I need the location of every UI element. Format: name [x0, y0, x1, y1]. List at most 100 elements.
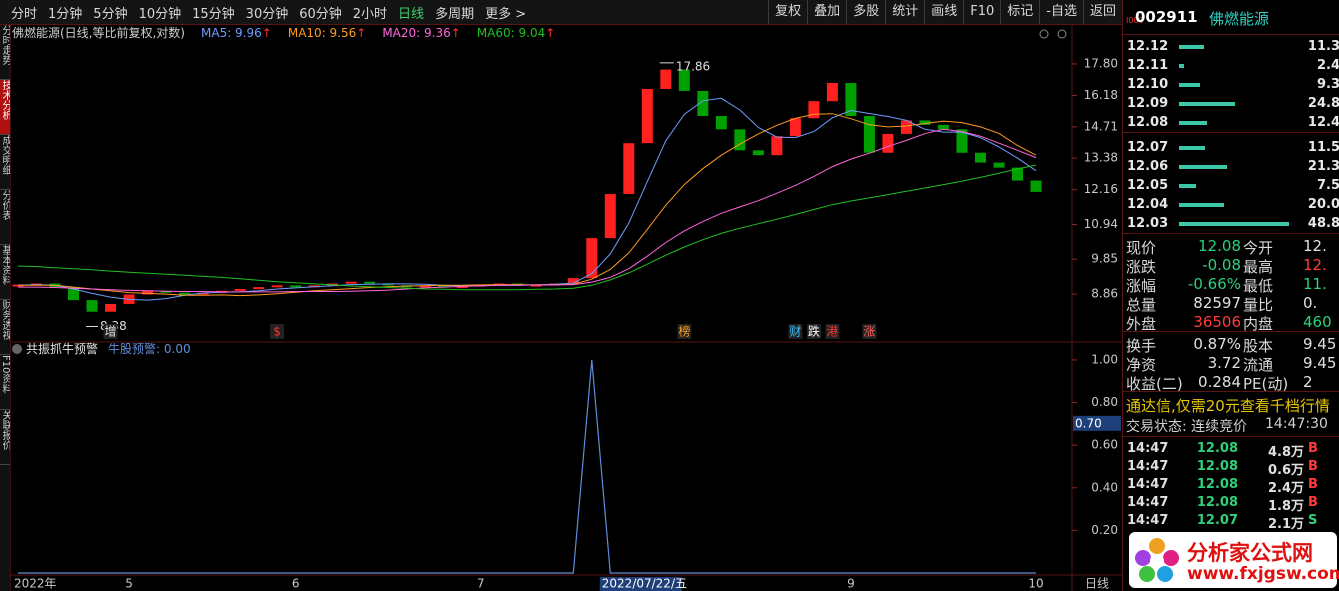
legend-name: MA10 [288, 26, 322, 40]
tool-button[interactable]: F10 [963, 0, 1000, 24]
side-tab[interactable]: 关联报价 [0, 410, 10, 465]
stat-value: 460 [1303, 313, 1332, 331]
y-tick-label: 14.71 [1084, 119, 1118, 133]
cursor-label: 0.70 [1075, 416, 1102, 430]
stat-value: -0.66% [1187, 275, 1241, 293]
side-tab[interactable]: 分时走势 [0, 25, 10, 80]
stat-value: 82597 [1193, 294, 1241, 312]
candle [974, 152, 986, 163]
event-bg [677, 324, 692, 339]
pane-icon [12, 344, 22, 354]
candle [734, 129, 746, 151]
period-tab[interactable]: 30分钟 [245, 6, 289, 22]
period-tab[interactable]: 日线 [398, 6, 425, 22]
event-label: 榜 [678, 324, 690, 339]
y-tick-label: 0.80 [1091, 395, 1118, 409]
period-tab[interactable]: 10分钟 [138, 6, 182, 22]
candle [271, 285, 283, 288]
stat-label: 总量 [1126, 296, 1157, 314]
stat-row: 涨幅 -0.66% 最低 11. [1123, 274, 1339, 295]
trade-volume: 2.4万 [1267, 481, 1304, 496]
candle [641, 88, 653, 144]
candle [993, 162, 1005, 168]
tool-button[interactable]: 画线 [924, 0, 963, 24]
event-bg [103, 324, 118, 339]
period-tab[interactable]: 5分钟 [93, 6, 128, 22]
bids: 12.07 11.5 12.06 21.3 12.05 7.5 12.04 20.0 12.03… [1123, 133, 1339, 233]
side-tab[interactable]: 分价表 [0, 190, 10, 245]
side-tab[interactable]: 成交明细 [0, 135, 10, 190]
stat-label: 量比 [1243, 296, 1274, 314]
trade-volume: 4.8万 [1267, 445, 1304, 460]
candle [586, 238, 598, 279]
trade-price: 12.07 [1196, 513, 1238, 528]
period-tab[interactable]: 更多 > [485, 6, 527, 22]
candle [882, 133, 894, 153]
stat-value: 12. [1303, 256, 1327, 274]
x-tick-label: 10 [1028, 577, 1043, 591]
tool-button[interactable]: 叠加 [807, 0, 846, 24]
stat-row: 外盘 36506 内盘 460 [1123, 312, 1339, 333]
side-tab[interactable]: 基本资料 [0, 245, 10, 300]
stat-label: 内盘 [1243, 315, 1274, 333]
candle [771, 136, 783, 156]
side-tab[interactable]: 技术分析 [0, 80, 10, 135]
chart-bg [0, 0, 1122, 591]
ad-text[interactable]: 通达信,仅需20元查看千档行情 [1126, 397, 1330, 415]
chart: 17.80 16.18 14.71 13.38 12.16 10.94 9.85 8.86 佛燃… [0, 0, 1122, 591]
y-tick-label: 16.18 [1084, 88, 1118, 102]
y-tick-label: 1.00 [1091, 352, 1118, 366]
tool-button[interactable]: 返回 [1082, 0, 1122, 24]
candle [826, 83, 838, 102]
chart-title-line: 佛燃能源(日线,等比前复权,对数) MA5: 9.96↑ MA10: 9.56↑ MA… [12, 25, 555, 40]
stat-label: 外盘 [1126, 315, 1157, 333]
candle [863, 116, 875, 153]
period-tab[interactable]: 1分钟 [48, 6, 83, 22]
period-tab[interactable]: 2小时 [352, 6, 388, 22]
candle [919, 120, 931, 125]
candle [234, 288, 246, 291]
period-tab[interactable]: 15分钟 [192, 6, 235, 22]
tool-button[interactable]: 复权 [768, 0, 807, 24]
side-tab[interactable]: F10资料 [0, 355, 10, 410]
period-tab[interactable]: 分时 [11, 6, 38, 22]
volume-bar [1179, 45, 1205, 49]
x-tick-label: 7 [477, 577, 485, 591]
volume-bar [1179, 121, 1207, 125]
tool-button[interactable]: 标记 [1000, 0, 1039, 24]
y-tick-label: 10.94 [1084, 217, 1118, 231]
tool-button[interactable]: 统计 [885, 0, 924, 24]
order-price: 12.05 [1127, 178, 1169, 193]
status-text: 交易状态: 连续竞价 [1126, 419, 1248, 435]
chart-title: 佛燃能源(日线,等比前复权,对数) [12, 25, 185, 40]
candle [715, 116, 727, 130]
tool-button[interactable]: -自选 [1039, 0, 1083, 24]
side-tab[interactable]: 财务透视 [0, 300, 10, 355]
period-tab[interactable]: 60分钟 [299, 6, 342, 22]
legend-trend: ↑ [545, 26, 555, 40]
period-tab[interactable]: 多周期 [435, 6, 475, 22]
legend-name: MA5 [201, 26, 227, 40]
stat-label: 收益(二) [1126, 375, 1183, 393]
tool-button[interactable]: 多股 [846, 0, 885, 24]
stat-label: 流通 [1243, 356, 1274, 374]
order-row: 12.05 7.5 [1123, 176, 1339, 195]
period-label: 日线 [1085, 577, 1109, 591]
order-volume: 21.3 [1307, 159, 1339, 174]
order-row: 12.11 2.4 [1123, 56, 1339, 75]
stat-label: PE(动) [1243, 375, 1289, 393]
order-volume: 11.3 [1307, 39, 1339, 54]
stat-value: 0.284 [1198, 373, 1241, 391]
candle [345, 281, 357, 284]
order-row: 12.04 20.0 [1123, 195, 1339, 214]
y-tick-label: 0.40 [1091, 480, 1118, 494]
legend-value: : 9.96 [227, 26, 262, 40]
watermark-title: 分析家公式网 [1187, 541, 1313, 565]
trade-time: 14:47 [1127, 513, 1169, 528]
order-volume: 7.5 [1316, 178, 1339, 193]
trade-price: 12.08 [1196, 459, 1238, 474]
trade-side: B [1308, 477, 1318, 492]
order-price: 12.11 [1127, 58, 1169, 73]
volume-bar [1179, 165, 1227, 169]
